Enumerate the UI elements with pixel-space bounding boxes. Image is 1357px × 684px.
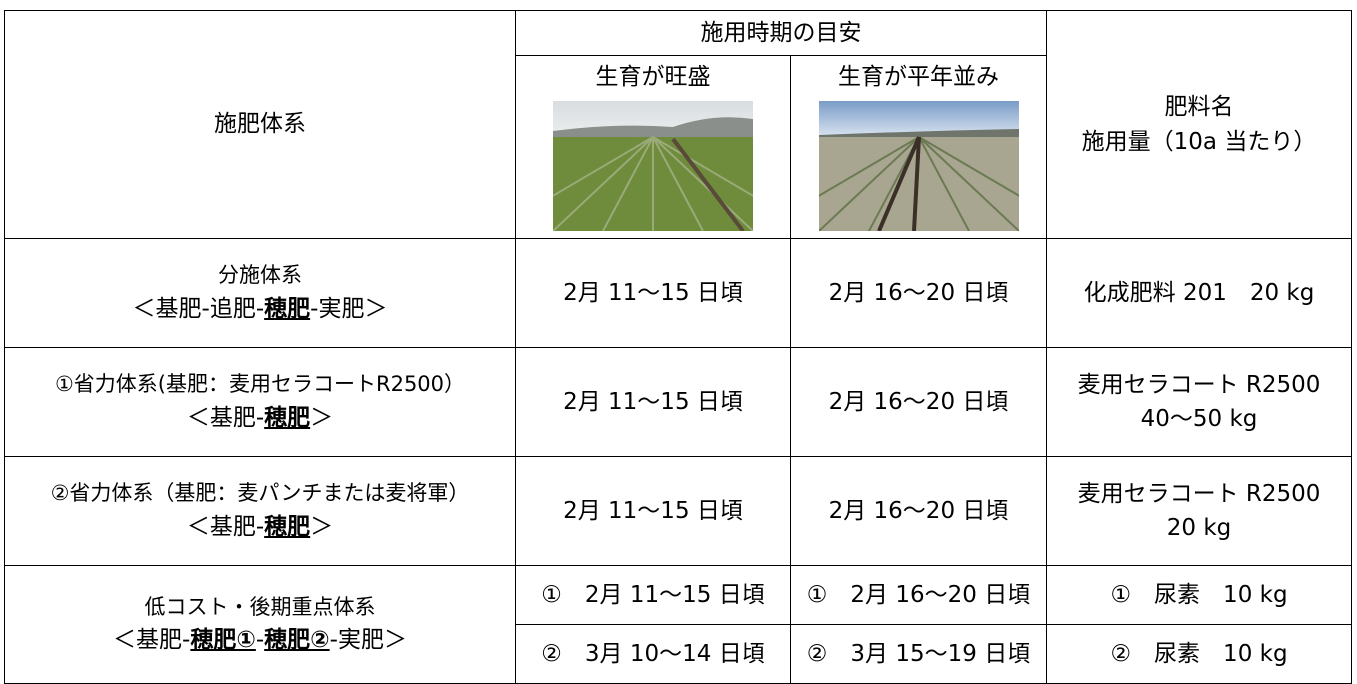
emphasis: 穂肥① (190, 627, 256, 653)
header-timing: 施用時期の目安 (515, 10, 1047, 56)
text: ＜基肥‐ (186, 513, 265, 540)
timing-cell: 2月 16〜20 日頃 (790, 456, 1047, 566)
fertilizer-line: 化成肥料 201 20 kg (1083, 279, 1315, 306)
sub-row: 低コスト・後期重点体系 ＜基肥‐穂肥①‐穂肥②‐実肥＞ ① 2月 11〜15 日頃 ①… (4, 565, 1352, 684)
text: 分施体系 (218, 263, 302, 287)
system-line: 分施体系 (5, 260, 515, 292)
system-line: ②省力体系（基肥：麦パンチまたは麦将軍） (5, 478, 515, 510)
system-line: ＜基肥‐穂肥①‐穂肥②‐実肥＞ (5, 623, 515, 658)
row: ②省力体系（基肥：麦パンチまたは麦将軍） ＜基肥‐穂肥＞ 2月 11〜15 日頃 2月… (4, 456, 1352, 566)
normal-cell: ① 2月 16〜20 日頃 (790, 565, 1047, 625)
header-fertilizer: 肥料名施用量（10a 当たり） (1046, 10, 1352, 239)
fertilizer-cell: ① 尿素 10 kg (1046, 565, 1352, 625)
sub-row: ② 3月 10〜14 日頃 ② 3月 15〜19 日頃 ② 尿素 10 kg (5, 624, 1352, 684)
emphasis: 穂肥② (264, 627, 330, 653)
text: ‐ (255, 627, 265, 653)
fertilizer-line: 20 kg (1166, 515, 1232, 541)
timing-cell: 2月 16〜20 日頃 (790, 238, 1047, 348)
system-line: ＜基肥‐穂肥＞ (5, 510, 515, 545)
system-line: 低コスト・後期重点体系 (5, 592, 515, 624)
vigorous-cell: ② 3月 10〜14 日頃 (515, 624, 791, 684)
header-label: 生育が平年並み (838, 64, 999, 90)
system-line: ①省力体系(基肥：麦用セラコートR2500） (5, 369, 515, 401)
field-photo (818, 100, 1019, 231)
header-system: 施肥体系 (4, 10, 516, 239)
fertilizer-line: 40〜50 kg (1140, 406, 1258, 432)
header-line: 施用量（10a 当たり） (1081, 128, 1317, 155)
fertilizer-cell: 麦用セラコート R2500 40〜50 kg (1046, 347, 1352, 457)
text: ‐実肥＞ (310, 295, 388, 322)
field-photo (553, 100, 753, 231)
normal-cell: ② 3月 15〜19 日頃 (790, 624, 1047, 684)
vigorous-cell: ① 2月 11〜15 日頃 (515, 565, 791, 625)
timing-cell: 2月 11〜15 日頃 (515, 347, 791, 457)
system-cell: ②省力体系（基肥：麦パンチまたは麦将軍） ＜基肥‐穂肥＞ (4, 456, 516, 566)
text: ＜基肥‐ (113, 627, 191, 653)
row: 分施体系 ＜基肥‐追肥‐穂肥‐実肥＞ 2月 11〜15 日頃 2月 16〜20 日頃化… (4, 238, 1352, 348)
text: ①省力体系(基肥：麦用セラコートR2500） (54, 372, 466, 396)
text: ＞ (310, 404, 334, 431)
text: ‐実肥＞ (329, 627, 407, 653)
fertilizer-table: 施肥体系 施用時期の目安 肥料名施用量（10a 当たり） 生育が旺盛 (4, 10, 1352, 684)
timing-cell: 2月 11〜15 日頃 (515, 456, 791, 566)
text: 低コスト・後期重点体系 (144, 594, 376, 619)
document: 施肥体系 施用時期の目安 肥料名施用量（10a 当たり） 生育が旺盛 (4, 10, 1352, 684)
header-vigorous: 生育が旺盛 (515, 55, 791, 239)
fertilizer-cell: ② 尿素 10 kg (1046, 624, 1352, 684)
header-line: 肥料名 (1164, 94, 1234, 120)
text: ＜基肥‐追肥‐ (132, 295, 265, 322)
header-normal: 生育が平年並み (790, 55, 1047, 239)
system-cell: 分施体系 ＜基肥‐追肥‐穂肥‐実肥＞ (4, 238, 516, 348)
timing-cell: 2月 11〜15 日頃 (515, 238, 791, 348)
row: ①省力体系(基肥：麦用セラコートR2500） ＜基肥‐穂肥＞ 2月 11〜15 日頃… (4, 347, 1352, 457)
timing-cell: 2月 16〜20 日頃 (790, 347, 1047, 457)
system-line: ＜基肥‐追肥‐穂肥‐実肥＞ (5, 292, 515, 327)
header-label: 生育が旺盛 (595, 64, 711, 90)
fertilizer-cell: 麦用セラコート R2500 20 kg (1046, 456, 1352, 566)
system-cell: ①省力体系(基肥：麦用セラコートR2500） ＜基肥‐穂肥＞ (4, 347, 516, 457)
text: ②省力体系（基肥：麦パンチまたは麦将軍） (50, 481, 470, 505)
table-body: 分施体系 ＜基肥‐追肥‐穂肥‐実肥＞ 2月 11〜15 日頃 2月 16〜20 日頃化… (4, 238, 1352, 684)
emphasis: 穂肥 (264, 295, 311, 322)
fertilizer-line: 麦用セラコート R2500 (1077, 371, 1321, 398)
fertilizer-line: 麦用セラコート R2500 (1077, 480, 1321, 507)
emphasis: 穂肥 (264, 404, 311, 431)
text: ＞ (310, 513, 334, 540)
system-cell: 低コスト・後期重点体系 ＜基肥‐穂肥①‐穂肥②‐実肥＞ (4, 565, 516, 684)
system-line: ＜基肥‐穂肥＞ (5, 401, 515, 436)
emphasis: 穂肥 (264, 513, 311, 540)
text: ＜基肥‐ (186, 404, 265, 431)
fertilizer-cell: 化成肥料 201 20 kg (1046, 238, 1352, 348)
